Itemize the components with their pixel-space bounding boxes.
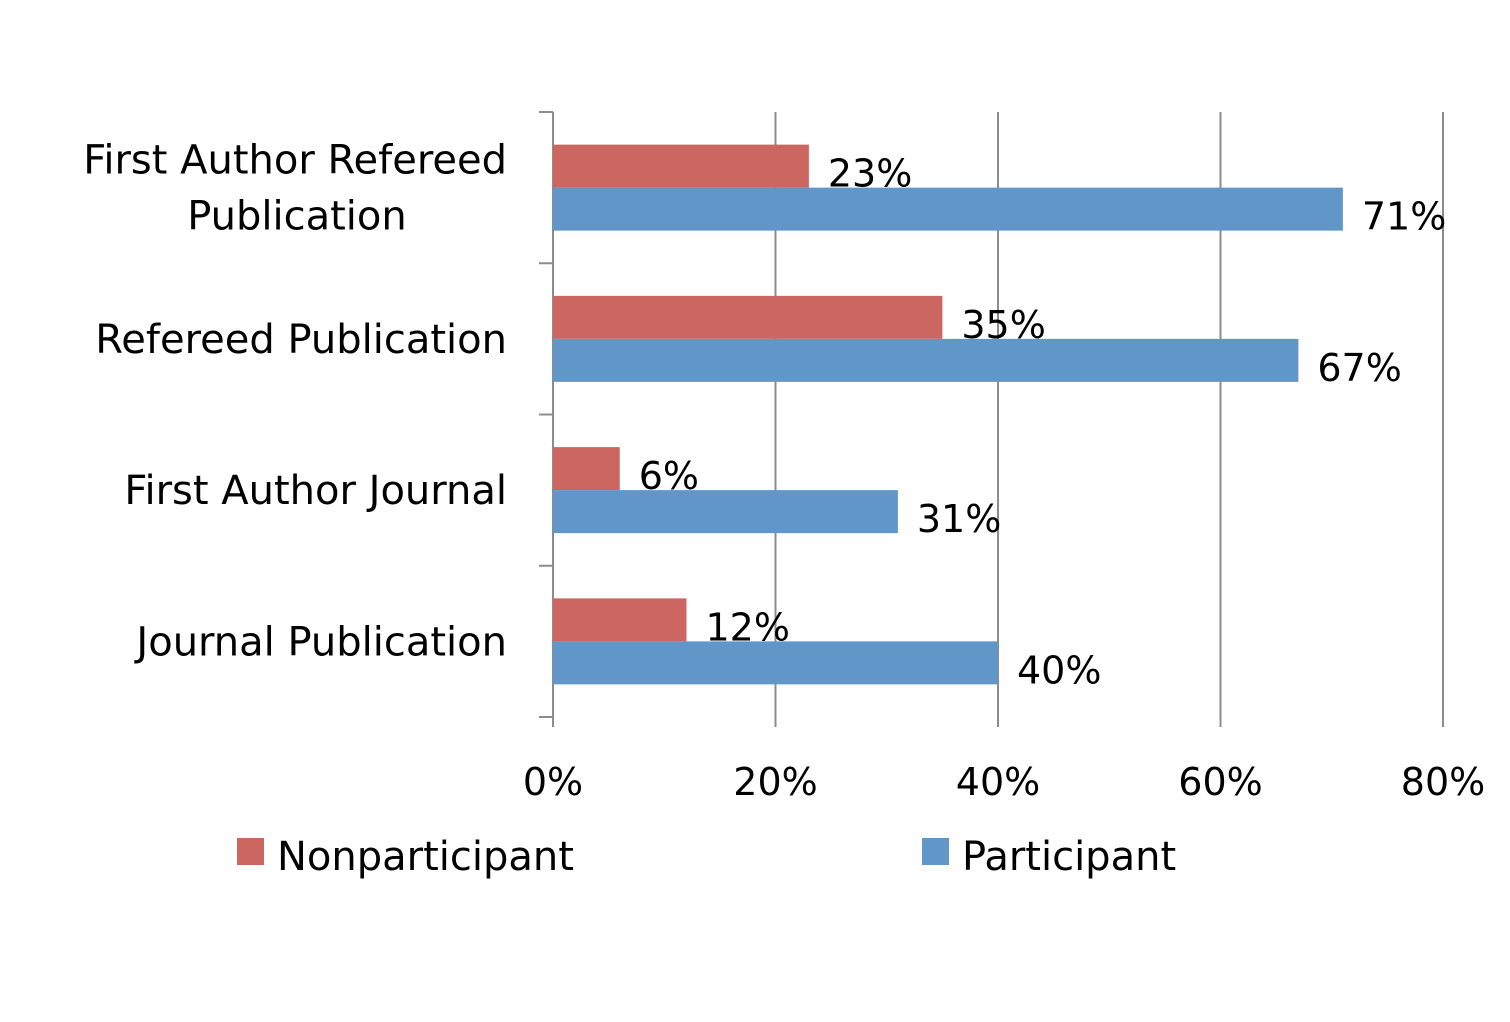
bar-participant bbox=[553, 187, 1343, 231]
legend: Nonparticipant Participant bbox=[237, 834, 1176, 880]
legend-label-nonparticipant: Nonparticipant bbox=[277, 834, 574, 880]
data-label: 35% bbox=[961, 303, 1045, 347]
data-label: 67% bbox=[1317, 346, 1401, 390]
x-tick-labels: 0% 20% 40% 60% 80% bbox=[523, 760, 1485, 804]
category-label: Refereed Publication bbox=[95, 317, 507, 363]
bar-nonparticipant bbox=[553, 598, 687, 642]
x-tick-label: 40% bbox=[956, 760, 1040, 804]
category-label: Publication bbox=[187, 194, 407, 240]
bar-participant bbox=[553, 490, 898, 534]
bar-participant bbox=[553, 641, 998, 685]
bar-nonparticipant bbox=[553, 447, 620, 491]
bar-nonparticipant bbox=[553, 144, 809, 188]
x-tick-label: 0% bbox=[523, 760, 583, 804]
legend-label-participant: Participant bbox=[962, 834, 1176, 880]
category-labels: First Author Refereed Publication Refereed… bbox=[83, 138, 507, 666]
data-label: 6% bbox=[639, 454, 699, 498]
bar-participant bbox=[553, 338, 1299, 382]
data-label: 31% bbox=[917, 497, 1001, 541]
data-label: 40% bbox=[1017, 648, 1101, 692]
x-tick-label: 80% bbox=[1401, 760, 1485, 804]
x-tick-label: 60% bbox=[1178, 760, 1262, 804]
legend-swatch-participant bbox=[922, 838, 949, 865]
data-label: 23% bbox=[828, 152, 912, 196]
category-axis bbox=[539, 111, 554, 727]
data-label: 71% bbox=[1362, 195, 1446, 239]
legend-swatch-nonparticipant bbox=[237, 838, 264, 865]
category-label: Journal Publication bbox=[133, 619, 507, 665]
category-label: First Author Refereed bbox=[83, 138, 507, 184]
data-label: 12% bbox=[706, 605, 790, 649]
bar-nonparticipant bbox=[553, 295, 943, 339]
data-labels: 23% 71% 35% 67% 6% 31% 12% 40% bbox=[639, 152, 1447, 693]
category-label: First Author Journal bbox=[124, 468, 507, 514]
bars bbox=[553, 144, 1343, 685]
x-tick-label: 20% bbox=[733, 760, 817, 804]
